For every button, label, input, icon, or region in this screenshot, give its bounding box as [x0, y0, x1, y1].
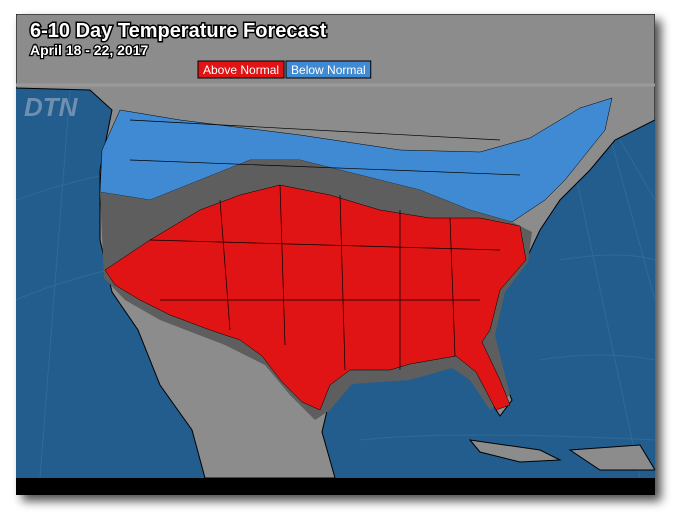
island — [468, 439, 562, 463]
legend-label: Above Normal — [203, 63, 279, 77]
legend-swatch — [285, 60, 372, 79]
borders — [129, 119, 521, 371]
legend: Above Normal Below Normal — [197, 60, 372, 79]
legend-swatch — [197, 60, 285, 79]
logo: DTN — [24, 92, 79, 122]
island — [568, 444, 655, 471]
title: 6-10 Day Temperature Forecast — [30, 20, 327, 42]
above-normal-area — [104, 184, 527, 411]
legend-label: Below Normal — [291, 63, 366, 77]
map-body — [16, 14, 655, 478]
subtitle: April 18 - 22, 2017 — [30, 42, 149, 58]
